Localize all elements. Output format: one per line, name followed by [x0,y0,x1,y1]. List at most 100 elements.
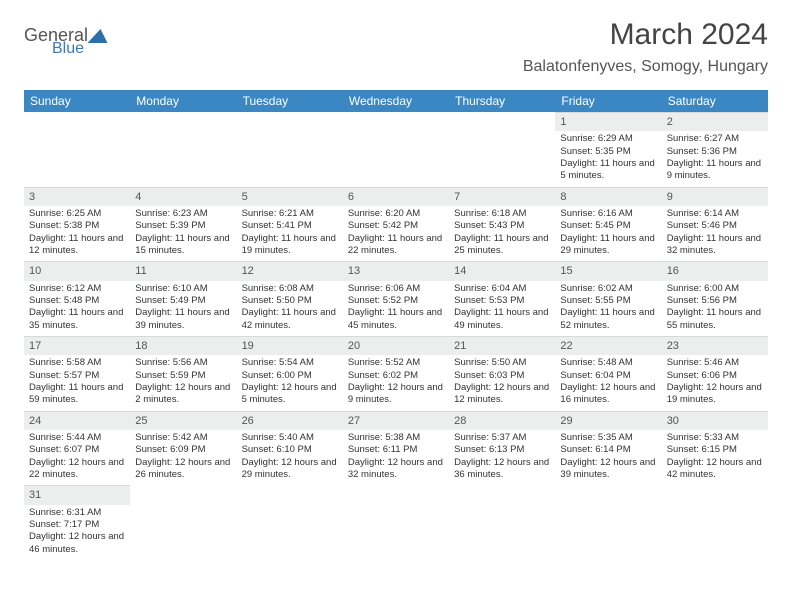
sunrise-text: Sunrise: 6:16 AM [560,208,656,220]
day-number: 24 [24,411,130,430]
calendar-week-row: 17Sunrise: 5:58 AMSunset: 5:57 PMDayligh… [24,336,768,411]
calendar-week-row: 24Sunrise: 5:44 AMSunset: 6:07 PMDayligh… [24,411,768,486]
sunrise-text: Sunrise: 5:50 AM [454,357,550,369]
sunrise-text: Sunrise: 5:40 AM [242,432,338,444]
calendar-empty-cell [449,485,555,560]
day-number: 8 [555,187,661,206]
sunset-text: Sunset: 5:41 PM [242,220,338,232]
calendar-day-cell: 4Sunrise: 6:23 AMSunset: 5:39 PMDaylight… [130,187,236,262]
calendar-day-cell: 5Sunrise: 6:21 AMSunset: 5:41 PMDaylight… [237,187,343,262]
calendar-day-cell: 18Sunrise: 5:56 AMSunset: 5:59 PMDayligh… [130,336,236,411]
daylight-text: Daylight: 12 hours and 2 minutes. [135,382,231,407]
day-body: Sunrise: 6:08 AMSunset: 5:50 PMDaylight:… [237,281,343,336]
day-number: 25 [130,411,236,430]
sunrise-text: Sunrise: 5:35 AM [560,432,656,444]
sunset-text: Sunset: 5:42 PM [348,220,444,232]
day-number: 26 [237,411,343,430]
day-body: Sunrise: 6:10 AMSunset: 5:49 PMDaylight:… [130,281,236,336]
calendar-day-cell: 1Sunrise: 6:29 AMSunset: 5:35 PMDaylight… [555,112,661,187]
day-body: Sunrise: 6:04 AMSunset: 5:53 PMDaylight:… [449,281,555,336]
sunrise-text: Sunrise: 5:46 AM [667,357,763,369]
calendar-week-row: 1Sunrise: 6:29 AMSunset: 5:35 PMDaylight… [24,112,768,187]
day-number: 20 [343,336,449,355]
calendar-day-cell: 7Sunrise: 6:18 AMSunset: 5:43 PMDaylight… [449,187,555,262]
day-number: 12 [237,261,343,280]
day-number: 13 [343,261,449,280]
sunrise-text: Sunrise: 6:25 AM [29,208,125,220]
daylight-text: Daylight: 11 hours and 5 minutes. [560,158,656,183]
weekday-header: Thursday [449,90,555,112]
sunrise-text: Sunrise: 5:44 AM [29,432,125,444]
day-number: 10 [24,261,130,280]
daylight-text: Daylight: 12 hours and 36 minutes. [454,457,550,482]
sunset-text: Sunset: 5:50 PM [242,295,338,307]
day-body: Sunrise: 5:58 AMSunset: 5:57 PMDaylight:… [24,355,130,410]
day-number: 14 [449,261,555,280]
day-body: Sunrise: 5:40 AMSunset: 6:10 PMDaylight:… [237,430,343,485]
sunrise-text: Sunrise: 5:38 AM [348,432,444,444]
sunrise-text: Sunrise: 6:18 AM [454,208,550,220]
day-body: Sunrise: 6:18 AMSunset: 5:43 PMDaylight:… [449,206,555,261]
day-body: Sunrise: 6:23 AMSunset: 5:39 PMDaylight:… [130,206,236,261]
sunset-text: Sunset: 6:02 PM [348,370,444,382]
sunrise-text: Sunrise: 6:02 AM [560,283,656,295]
calendar-day-cell: 12Sunrise: 6:08 AMSunset: 5:50 PMDayligh… [237,261,343,336]
calendar-day-cell: 3Sunrise: 6:25 AMSunset: 5:38 PMDaylight… [24,187,130,262]
day-number: 11 [130,261,236,280]
daylight-text: Daylight: 11 hours and 35 minutes. [29,307,125,332]
daylight-text: Daylight: 12 hours and 22 minutes. [29,457,125,482]
daylight-text: Daylight: 11 hours and 55 minutes. [667,307,763,332]
day-number: 30 [662,411,768,430]
sunrise-text: Sunrise: 5:58 AM [29,357,125,369]
daylight-text: Daylight: 11 hours and 29 minutes. [560,233,656,258]
day-body: Sunrise: 5:44 AMSunset: 6:07 PMDaylight:… [24,430,130,485]
day-body: Sunrise: 5:37 AMSunset: 6:13 PMDaylight:… [449,430,555,485]
calendar-day-cell: 16Sunrise: 6:00 AMSunset: 5:56 PMDayligh… [662,261,768,336]
day-body: Sunrise: 5:54 AMSunset: 6:00 PMDaylight:… [237,355,343,410]
day-number: 21 [449,336,555,355]
daylight-text: Daylight: 11 hours and 45 minutes. [348,307,444,332]
daylight-text: Daylight: 11 hours and 52 minutes. [560,307,656,332]
day-number: 9 [662,187,768,206]
sunset-text: Sunset: 5:35 PM [560,146,656,158]
daylight-text: Daylight: 12 hours and 46 minutes. [29,531,125,556]
sunset-text: Sunset: 6:03 PM [454,370,550,382]
sunrise-text: Sunrise: 6:10 AM [135,283,231,295]
sunrise-text: Sunrise: 6:23 AM [135,208,231,220]
weekday-header: Wednesday [343,90,449,112]
calendar-day-cell: 10Sunrise: 6:12 AMSunset: 5:48 PMDayligh… [24,261,130,336]
day-number: 5 [237,187,343,206]
calendar-day-cell: 26Sunrise: 5:40 AMSunset: 6:10 PMDayligh… [237,411,343,486]
calendar-day-cell: 22Sunrise: 5:48 AMSunset: 6:04 PMDayligh… [555,336,661,411]
daylight-text: Daylight: 11 hours and 49 minutes. [454,307,550,332]
month-title: March 2024 [523,18,768,52]
calendar-week-row: 10Sunrise: 6:12 AMSunset: 5:48 PMDayligh… [24,261,768,336]
daylight-text: Daylight: 12 hours and 19 minutes. [667,382,763,407]
sunset-text: Sunset: 6:00 PM [242,370,338,382]
sunset-text: Sunset: 6:11 PM [348,444,444,456]
sunset-text: Sunset: 5:55 PM [560,295,656,307]
daylight-text: Daylight: 11 hours and 15 minutes. [135,233,231,258]
daylight-text: Daylight: 11 hours and 9 minutes. [667,158,763,183]
calendar-day-cell: 19Sunrise: 5:54 AMSunset: 6:00 PMDayligh… [237,336,343,411]
sunset-text: Sunset: 5:48 PM [29,295,125,307]
day-number: 3 [24,187,130,206]
sunset-text: Sunset: 5:39 PM [135,220,231,232]
calendar-day-cell: 8Sunrise: 6:16 AMSunset: 5:45 PMDaylight… [555,187,661,262]
sunrise-text: Sunrise: 6:06 AM [348,283,444,295]
weekday-header: Saturday [662,90,768,112]
sunset-text: Sunset: 6:09 PM [135,444,231,456]
sunset-text: Sunset: 5:56 PM [667,295,763,307]
sunrise-text: Sunrise: 5:48 AM [560,357,656,369]
day-number: 16 [662,261,768,280]
sunset-text: Sunset: 5:49 PM [135,295,231,307]
sunrise-text: Sunrise: 6:29 AM [560,133,656,145]
daylight-text: Daylight: 12 hours and 39 minutes. [560,457,656,482]
day-number: 19 [237,336,343,355]
day-body: Sunrise: 5:52 AMSunset: 6:02 PMDaylight:… [343,355,449,410]
calendar-empty-cell [24,112,130,187]
calendar-day-cell: 13Sunrise: 6:06 AMSunset: 5:52 PMDayligh… [343,261,449,336]
sunrise-text: Sunrise: 5:33 AM [667,432,763,444]
calendar-day-cell: 28Sunrise: 5:37 AMSunset: 6:13 PMDayligh… [449,411,555,486]
day-body: Sunrise: 5:56 AMSunset: 5:59 PMDaylight:… [130,355,236,410]
